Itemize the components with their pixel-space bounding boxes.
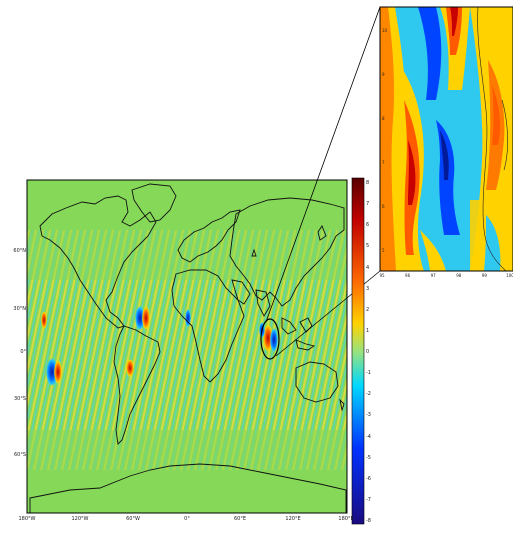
colorbar-tick-label: 7 xyxy=(366,201,370,208)
inset-y-tick-label: 9 xyxy=(382,72,385,77)
colorbar-tick-label: 5 xyxy=(366,243,370,250)
region-highlight-ellipse xyxy=(260,318,280,360)
lon-label: 180°E xyxy=(338,516,354,522)
colorbar-tick-label: -2 xyxy=(366,391,371,398)
colorbar-tick-label: -5 xyxy=(366,454,371,461)
inset-y-tick-label: 10 xyxy=(382,28,388,33)
colorbar-tick-label: 4 xyxy=(366,264,370,271)
colorbar-tick-label: -1 xyxy=(366,370,371,377)
colorbar-tick-label: -8 xyxy=(366,518,371,524)
lat-label: 60°S xyxy=(13,452,26,458)
inset-x-tick-label: 96 xyxy=(405,273,411,278)
lat-label: 0° xyxy=(20,349,26,355)
colorbar-tick-label: 6 xyxy=(366,222,370,229)
lon-label: 120°E xyxy=(285,516,301,522)
colorbar-tick-label: 8 xyxy=(366,180,370,186)
zoom-connector-line xyxy=(265,6,381,323)
inset-x-tick-label: 97 xyxy=(430,273,436,278)
lon-label: 60°E xyxy=(233,516,247,522)
lon-label: 60°W xyxy=(126,516,140,522)
inset-y-tick-label: 5 xyxy=(382,248,385,253)
inset-x-tick-label: 95 xyxy=(379,273,385,278)
inset-x-tick-label: 98 xyxy=(456,273,462,278)
inset-y-tick-label: 8 xyxy=(382,116,385,121)
inset-x-tick-label: 100 xyxy=(506,273,513,278)
inset-y-tick-label: 6 xyxy=(382,204,385,209)
main-map xyxy=(27,180,347,513)
colorbar-tick-label: -7 xyxy=(366,496,371,503)
colorbar-tick-label: 3 xyxy=(366,285,370,292)
inset-zoom-panel xyxy=(380,7,513,271)
colorbar-tick-label: 2 xyxy=(366,306,370,313)
inset-y-tick-label: 7 xyxy=(382,160,385,165)
colorbar-tick-label: -6 xyxy=(366,475,371,482)
colorbar-tick-label: 1 xyxy=(366,327,370,334)
colorbar-tick-label: -3 xyxy=(366,412,371,419)
lon-label: 180°W xyxy=(18,516,36,522)
lat-label: 30°S xyxy=(13,396,26,402)
coastlines xyxy=(29,183,347,513)
lon-label: 0° xyxy=(184,516,190,522)
colorbar-tick-label: -4 xyxy=(366,433,371,440)
lat-label: 30°N xyxy=(13,306,26,312)
lon-label: 120°W xyxy=(71,516,89,522)
colorbar-tick-label: 0 xyxy=(366,349,370,355)
inset-x-tick-label: 99 xyxy=(481,273,487,278)
lat-label: 60°N xyxy=(13,248,26,254)
colorbar xyxy=(351,177,365,525)
